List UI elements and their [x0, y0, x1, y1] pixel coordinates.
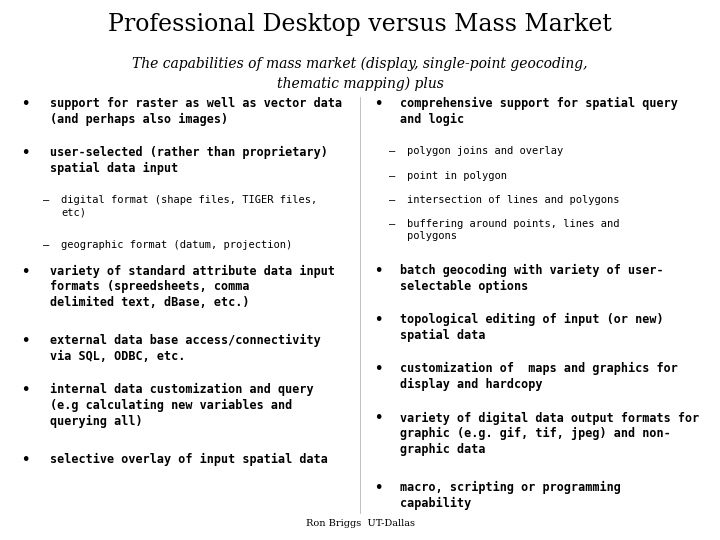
- Text: Ron Briggs  UT-Dallas: Ron Briggs UT-Dallas: [305, 519, 415, 528]
- Text: •: •: [22, 383, 30, 396]
- Text: •: •: [374, 313, 383, 326]
- Text: user-selected (rather than proprietary)
spatial data input: user-selected (rather than proprietary) …: [50, 146, 328, 175]
- Text: –: –: [389, 146, 395, 157]
- Text: –: –: [43, 240, 50, 251]
- Text: geographic format (datum, projection): geographic format (datum, projection): [61, 240, 292, 251]
- Text: •: •: [22, 265, 30, 278]
- Text: –: –: [389, 219, 395, 230]
- Text: intersection of lines and polygons: intersection of lines and polygons: [407, 195, 619, 205]
- Text: –: –: [43, 195, 50, 206]
- Text: macro, scripting or programming
capability: macro, scripting or programming capabili…: [400, 481, 621, 510]
- Text: •: •: [22, 453, 30, 466]
- Text: polygon joins and overlay: polygon joins and overlay: [407, 146, 563, 157]
- Text: external data base access/connectivity
via SQL, ODBC, etc.: external data base access/connectivity v…: [50, 334, 321, 363]
- Text: –: –: [389, 195, 395, 205]
- Text: •: •: [374, 481, 383, 494]
- Text: The capabilities of mass market (display, single-point geocoding,
thematic mappi: The capabilities of mass market (display…: [132, 57, 588, 91]
- Text: buffering around points, lines and
polygons: buffering around points, lines and polyg…: [407, 219, 619, 241]
- Text: •: •: [22, 97, 30, 110]
- Text: internal data customization and query
(e.g calculating new variables and
queryin: internal data customization and query (e…: [50, 383, 314, 428]
- Text: •: •: [374, 264, 383, 277]
- Text: support for raster as well as vector data
(and perhaps also images): support for raster as well as vector dat…: [50, 97, 343, 126]
- Text: comprehensive support for spatial query
and logic: comprehensive support for spatial query …: [400, 97, 678, 126]
- Text: •: •: [22, 146, 30, 159]
- Text: Professional Desktop versus Mass Market: Professional Desktop versus Mass Market: [108, 14, 612, 37]
- Text: –: –: [389, 171, 395, 181]
- Text: topological editing of input (or new)
spatial data: topological editing of input (or new) sp…: [400, 313, 663, 342]
- Text: selective overlay of input spatial data: selective overlay of input spatial data: [50, 453, 328, 466]
- Text: •: •: [374, 411, 383, 424]
- Text: •: •: [22, 334, 30, 347]
- Text: customization of  maps and graphics for
display and hardcopy: customization of maps and graphics for d…: [400, 362, 678, 391]
- Text: •: •: [374, 97, 383, 110]
- Text: variety of digital data output formats for
graphic (e.g. gif, tif, jpeg) and non: variety of digital data output formats f…: [400, 411, 699, 456]
- Text: batch geocoding with variety of user-
selectable options: batch geocoding with variety of user- se…: [400, 264, 663, 293]
- Text: variety of standard attribute data input
formats (spreedsheets, comma
delimited : variety of standard attribute data input…: [50, 265, 336, 309]
- Text: point in polygon: point in polygon: [407, 171, 507, 181]
- Text: digital format (shape files, TIGER files,
etc): digital format (shape files, TIGER files…: [61, 195, 318, 217]
- Text: •: •: [374, 362, 383, 375]
